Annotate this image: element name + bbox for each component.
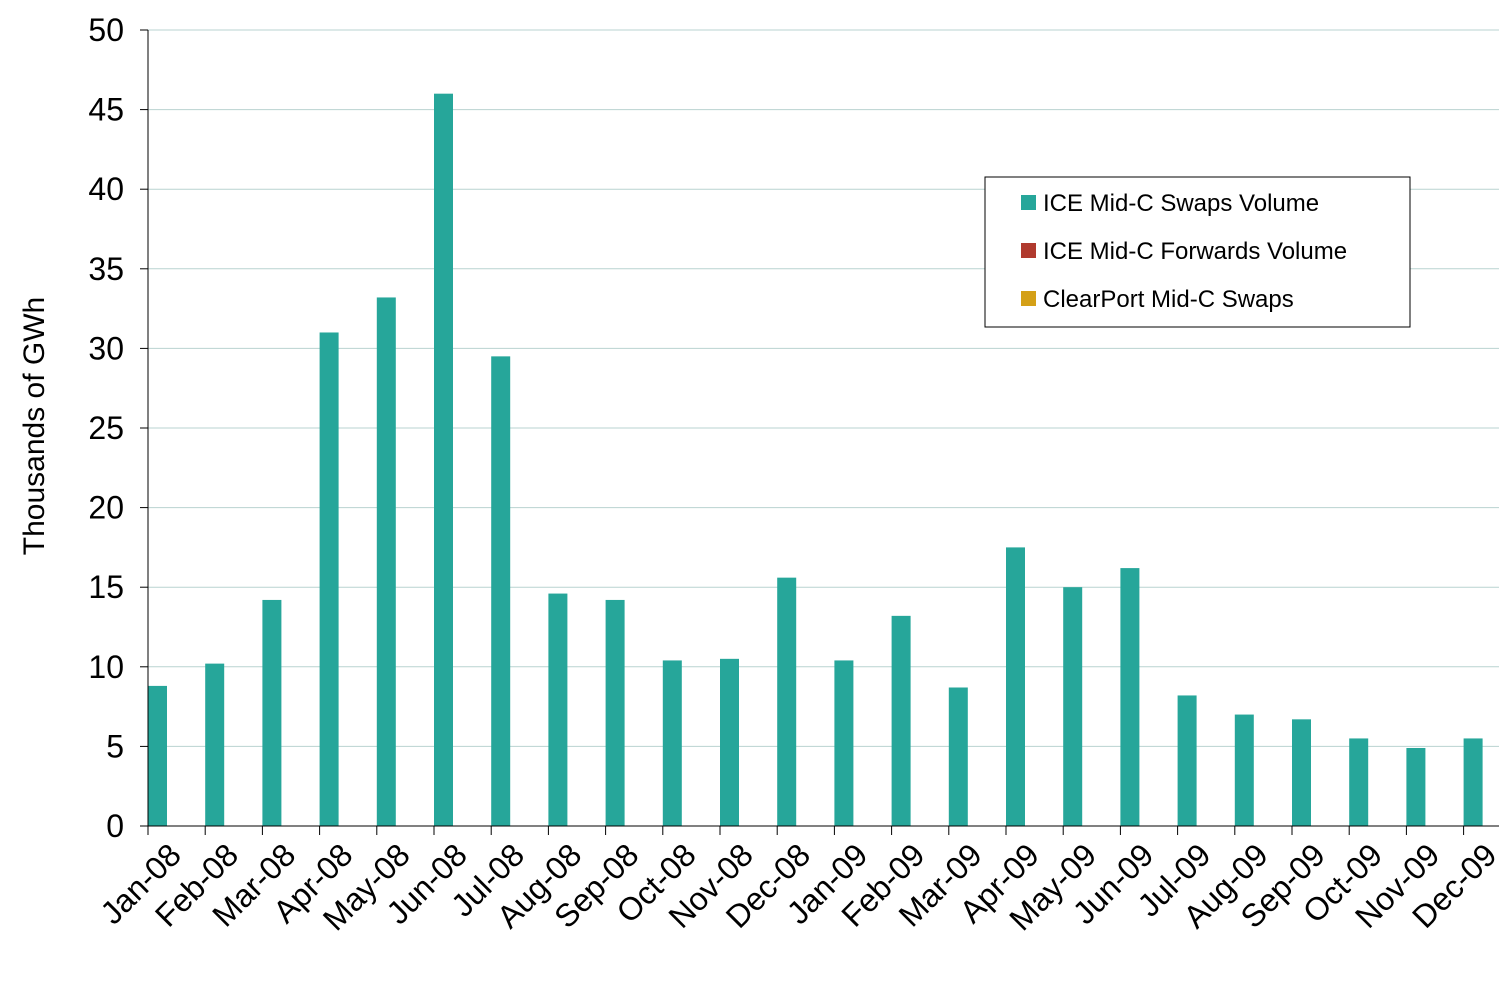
- bar-may-08: [376, 297, 396, 826]
- bar-dec-09: [1463, 738, 1483, 826]
- bar-feb-09: [891, 615, 911, 826]
- bar-aug-09: [1234, 714, 1254, 826]
- y-tick-label: 35: [88, 251, 124, 287]
- bar-mar-09: [948, 687, 968, 826]
- bar-sep-09: [1292, 719, 1311, 826]
- bar-feb-08: [205, 663, 225, 826]
- legend-label: ICE Mid-C Swaps Volume: [1043, 190, 1319, 217]
- y-tick-label: 30: [88, 330, 124, 366]
- legend-box: [984, 176, 1411, 328]
- y-tick-label: 5: [106, 728, 124, 764]
- bars: [148, 93, 1483, 827]
- bar-jul-08: [491, 356, 511, 826]
- bar-oct-09: [1349, 738, 1369, 826]
- bar-mar-08: [262, 599, 282, 826]
- axes: [140, 29, 1499, 835]
- bar-aug-08: [548, 593, 568, 826]
- legend-label: ClearPort Mid-C Swaps: [1043, 286, 1294, 313]
- y-tick-label: 40: [88, 171, 124, 207]
- y-tick-label: 10: [88, 649, 124, 685]
- legend-label: ICE Mid-C Forwards Volume: [1043, 238, 1347, 265]
- bar-apr-09: [1006, 547, 1025, 826]
- y-tick-label: 0: [106, 808, 124, 844]
- bar-jan-09: [834, 660, 854, 826]
- bar-jun-08: [434, 93, 453, 827]
- x-tick-labels: Jan-08Feb-08Mar-08Apr-08May-08Jun-08Jul-…: [93, 836, 1499, 937]
- y-tick-label: 15: [88, 569, 124, 605]
- bar-jul-09: [1177, 695, 1197, 826]
- y-tick-label: 20: [88, 490, 124, 526]
- bar-apr-08: [319, 332, 339, 826]
- bar-jan-08: [148, 685, 167, 826]
- bar-nov-09: [1406, 747, 1426, 826]
- gridlines: [148, 29, 1499, 747]
- legend-swatch: [1021, 195, 1036, 210]
- bar-may-09: [1063, 587, 1083, 826]
- y-tick-label: 50: [88, 12, 124, 48]
- legend-swatch: [1021, 291, 1036, 306]
- legend: ICE Mid-C Swaps Volume ICE Mid-C Forwards…: [984, 176, 1411, 328]
- bar-nov-08: [720, 658, 739, 826]
- bar-jun-09: [1120, 568, 1140, 826]
- y-tick-label: 45: [88, 92, 124, 128]
- bar-oct-08: [662, 660, 682, 826]
- y-tick-label: 25: [88, 410, 124, 446]
- legend-swatch: [1021, 243, 1036, 258]
- bar-dec-08: [777, 577, 797, 826]
- bar-sep-08: [605, 599, 625, 826]
- y-tick-labels: 0 5 10 15 20 25 30 35 40 45 50: [88, 12, 124, 844]
- y-axis-label: Thousands of GWh: [18, 297, 51, 555]
